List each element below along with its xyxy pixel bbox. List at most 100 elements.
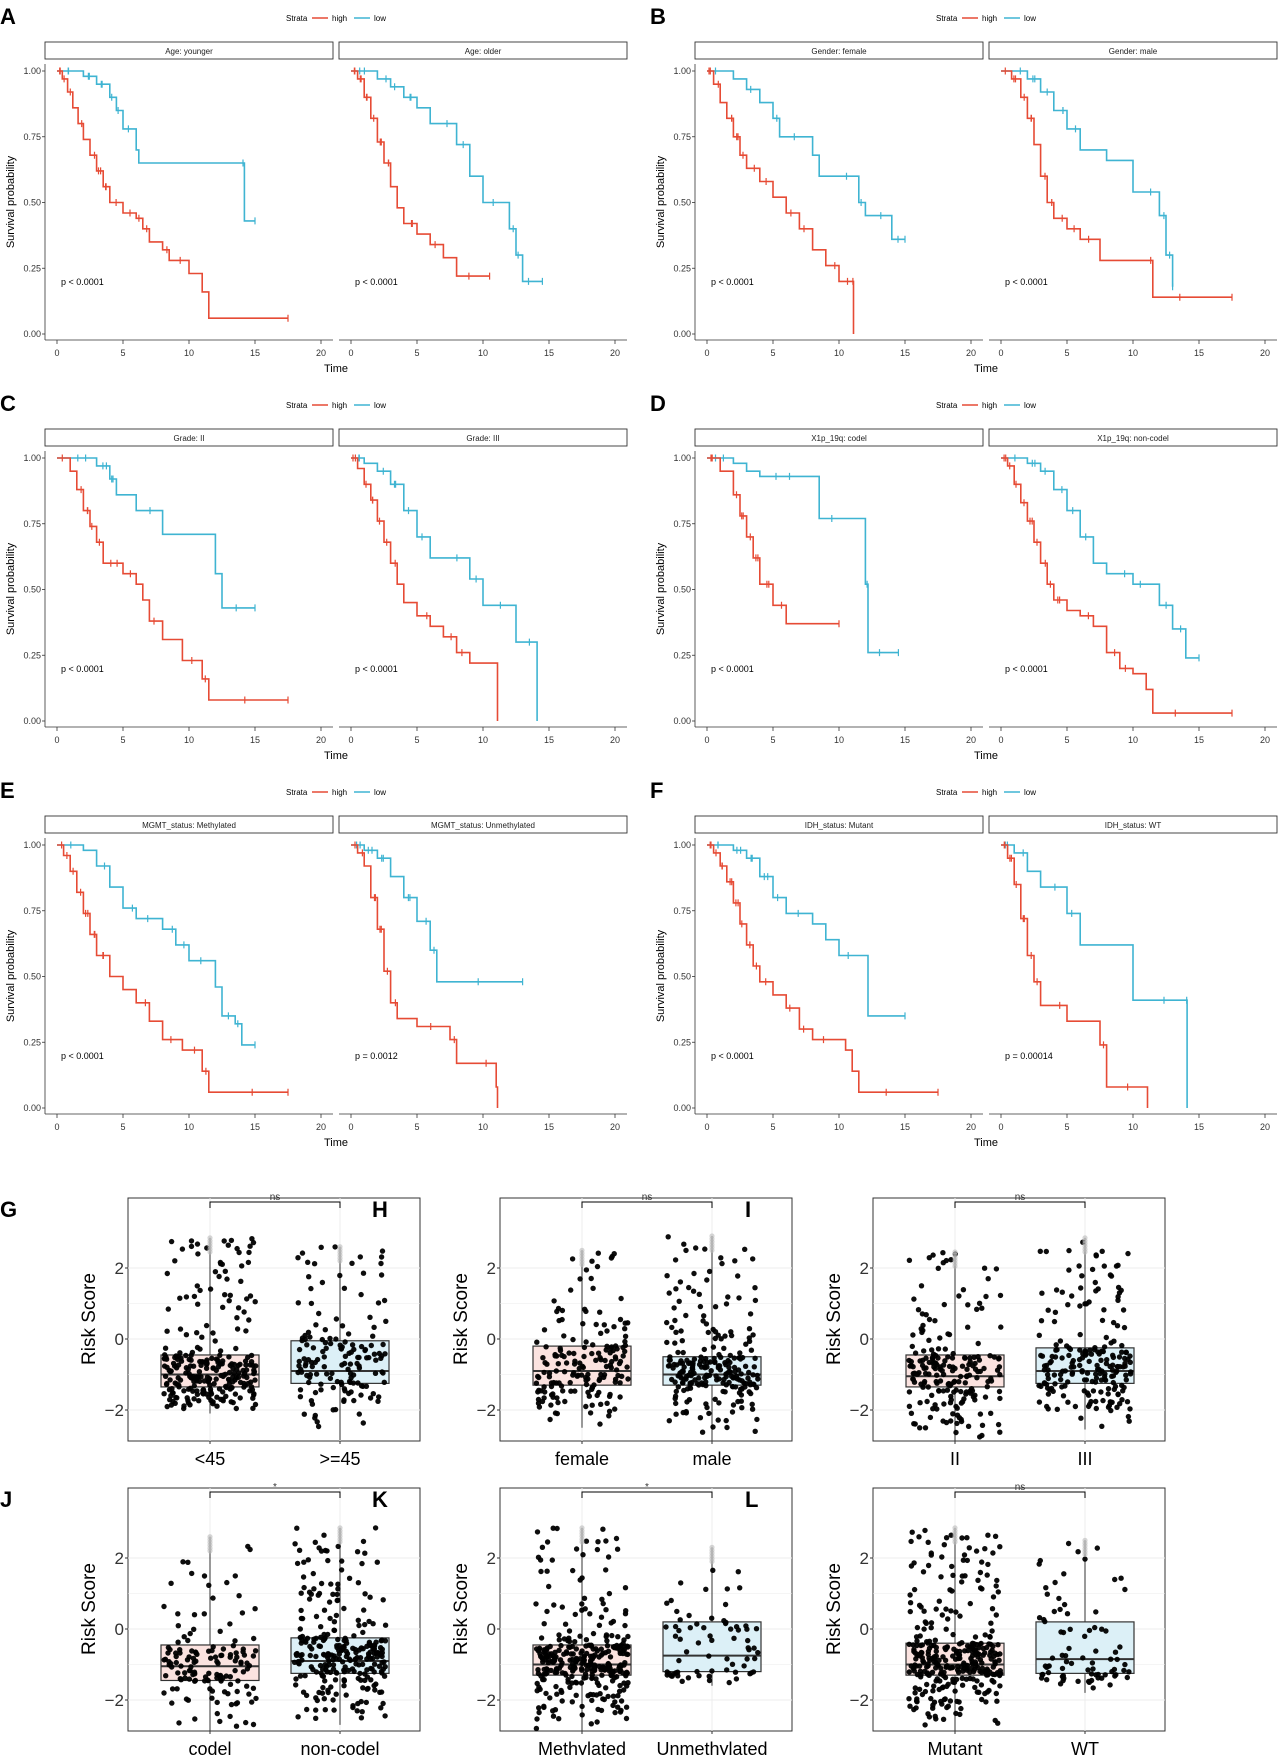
data-point — [922, 1527, 928, 1534]
data-point — [371, 1669, 377, 1675]
data-point — [711, 1359, 718, 1366]
data-point — [245, 1259, 252, 1266]
data-point — [561, 1636, 568, 1642]
data-point — [562, 1670, 568, 1677]
legend-label-high: high — [332, 401, 347, 410]
data-point — [534, 1339, 540, 1345]
data-point — [583, 1403, 589, 1410]
data-point — [724, 1586, 730, 1592]
data-point — [922, 1688, 929, 1695]
data-point — [350, 1645, 356, 1651]
data-point — [1093, 1398, 1099, 1405]
data-point — [220, 1396, 226, 1402]
data-point — [615, 1372, 621, 1379]
data-point — [610, 1644, 617, 1650]
data-point — [242, 1358, 249, 1364]
jitter-points — [295, 1244, 389, 1430]
data-point — [1088, 1351, 1095, 1357]
x-tick-label: 5 — [1064, 348, 1069, 358]
data-point — [724, 1656, 730, 1662]
data-point — [1051, 1608, 1057, 1615]
data-point — [565, 1679, 571, 1685]
data-point — [603, 1567, 609, 1573]
data-point — [540, 1355, 546, 1361]
significance-label: ns — [642, 1192, 653, 1203]
data-point — [307, 1652, 313, 1659]
data-point — [191, 1626, 197, 1632]
data-point — [596, 1622, 603, 1628]
data-point — [190, 1363, 197, 1369]
data-point — [1107, 1682, 1113, 1688]
data-point — [996, 1355, 1002, 1361]
data-point — [161, 1391, 167, 1397]
data-point — [939, 1612, 945, 1618]
x-tick-label: 0 — [348, 1122, 353, 1132]
data-point — [750, 1372, 756, 1378]
data-point — [754, 1416, 760, 1423]
data-point — [191, 1293, 198, 1300]
y-tick-label: 1.00 — [23, 840, 41, 850]
data-point — [355, 1675, 361, 1682]
data-point — [620, 1353, 626, 1359]
data-point — [669, 1324, 675, 1331]
data-point — [300, 1574, 307, 1580]
data-point — [598, 1330, 604, 1336]
data-point — [938, 1670, 944, 1676]
data-point — [702, 1246, 708, 1252]
data-point — [603, 1633, 609, 1640]
data-point — [162, 1345, 169, 1351]
data-point — [316, 1310, 322, 1317]
outlier-point — [1082, 1249, 1088, 1255]
data-point — [541, 1369, 547, 1376]
data-point — [1051, 1372, 1058, 1378]
data-point — [248, 1352, 255, 1359]
data-point — [965, 1423, 972, 1429]
data-point — [228, 1237, 235, 1244]
x-tick-label: >=45 — [319, 1449, 360, 1469]
data-point — [974, 1678, 980, 1684]
data-point — [209, 1695, 215, 1701]
data-point — [554, 1308, 560, 1315]
data-point — [217, 1348, 224, 1354]
significance-label: ns — [1015, 1482, 1026, 1493]
data-point — [226, 1369, 233, 1376]
y-tick-label: 0.50 — [673, 198, 691, 208]
data-point — [310, 1666, 316, 1673]
data-point — [677, 1370, 683, 1376]
data-point — [1102, 1672, 1108, 1678]
data-point — [721, 1345, 727, 1351]
data-point — [593, 1321, 599, 1328]
data-point — [602, 1650, 609, 1656]
data-point — [930, 1705, 936, 1711]
data-point — [371, 1324, 377, 1330]
data-point — [945, 1703, 951, 1709]
data-point — [926, 1672, 932, 1678]
data-point — [571, 1370, 577, 1376]
data-point — [249, 1236, 255, 1242]
data-point — [687, 1625, 693, 1631]
data-point — [1086, 1299, 1092, 1305]
km-curve-high — [707, 70, 855, 334]
data-point — [977, 1585, 984, 1591]
data-point — [1066, 1247, 1072, 1254]
data-point — [922, 1425, 929, 1431]
data-point — [570, 1651, 576, 1657]
data-point — [931, 1642, 937, 1648]
data-point — [1078, 1285, 1084, 1291]
x-axis-label: Time — [324, 363, 348, 375]
data-point — [381, 1673, 388, 1679]
data-point — [1112, 1673, 1118, 1679]
data-point — [318, 1381, 324, 1387]
data-point — [720, 1380, 726, 1386]
legend-label-high: high — [982, 401, 997, 410]
data-point — [964, 1373, 970, 1379]
data-point — [911, 1370, 918, 1376]
outlier-point — [709, 1558, 715, 1565]
data-point — [334, 1597, 340, 1604]
data-point — [1124, 1399, 1131, 1405]
censor-marks-high — [1003, 454, 1233, 717]
data-point — [322, 1678, 328, 1684]
data-point — [204, 1360, 210, 1367]
p-value: p < 0.0001 — [61, 277, 104, 287]
